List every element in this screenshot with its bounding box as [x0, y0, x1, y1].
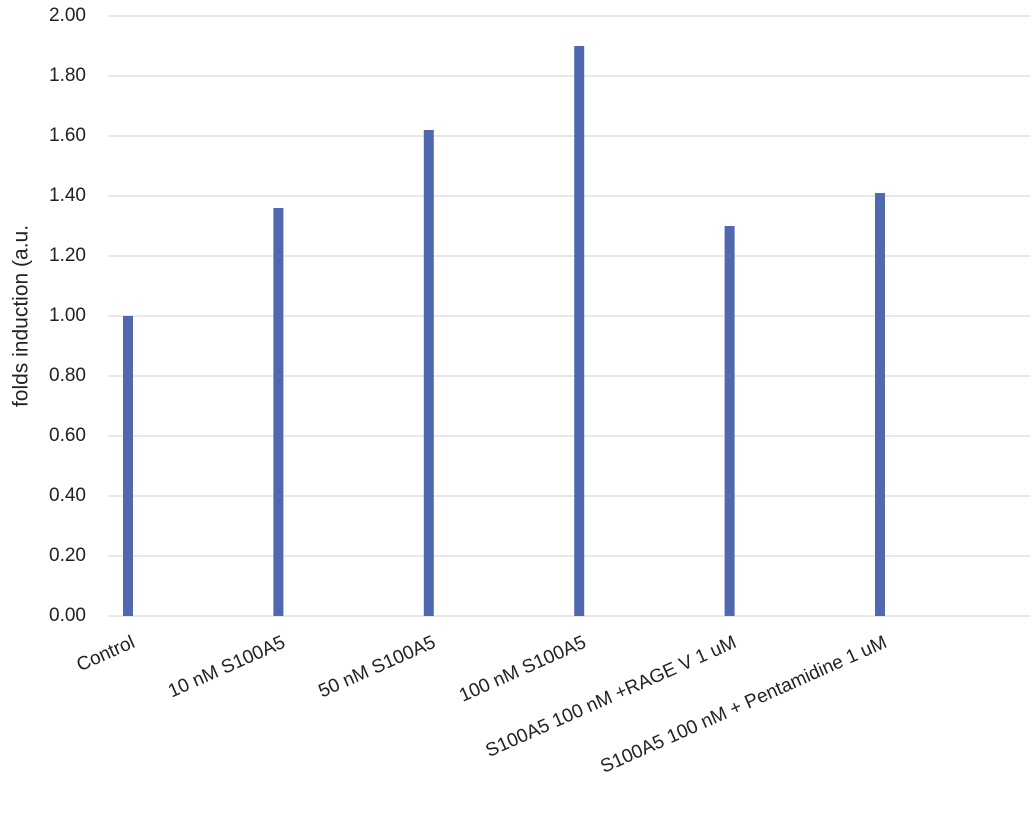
bar: [574, 46, 585, 616]
bar: [123, 316, 133, 616]
y-tick-label: 0.00: [49, 605, 86, 626]
bar: [423, 130, 434, 616]
y-tick-label: 0.40: [49, 485, 86, 506]
y-tick-label: 1.40: [49, 185, 86, 206]
y-tick-label: 1.00: [49, 305, 86, 326]
x-tick-label: 50 nM S100A5: [315, 632, 438, 702]
y-tick-label: 0.80: [49, 365, 86, 386]
y-tick-label: 1.80: [49, 65, 86, 86]
y-tick-label: 1.20: [49, 245, 86, 266]
bar: [724, 226, 735, 616]
bar: [273, 208, 284, 616]
y-tick-label: 0.60: [49, 425, 86, 446]
x-tick-label: 10 nM S100A5: [165, 632, 288, 702]
x-tick-label: 100 nM S100A5: [456, 632, 589, 707]
x-tick-label: S100A5 100 nM +RAGE V 1 uM: [483, 632, 740, 762]
y-tick-label: 2.00: [49, 5, 86, 26]
y-axis-title: folds induction (a.u.: [10, 225, 33, 407]
bar: [875, 193, 885, 616]
x-tick-label: S100A5 100 nM + Pentamidine 1 uM: [597, 632, 890, 778]
y-tick-label: 0.20: [49, 545, 86, 566]
x-tick-label: Control: [74, 632, 138, 676]
y-tick-label: 1.60: [49, 125, 86, 146]
